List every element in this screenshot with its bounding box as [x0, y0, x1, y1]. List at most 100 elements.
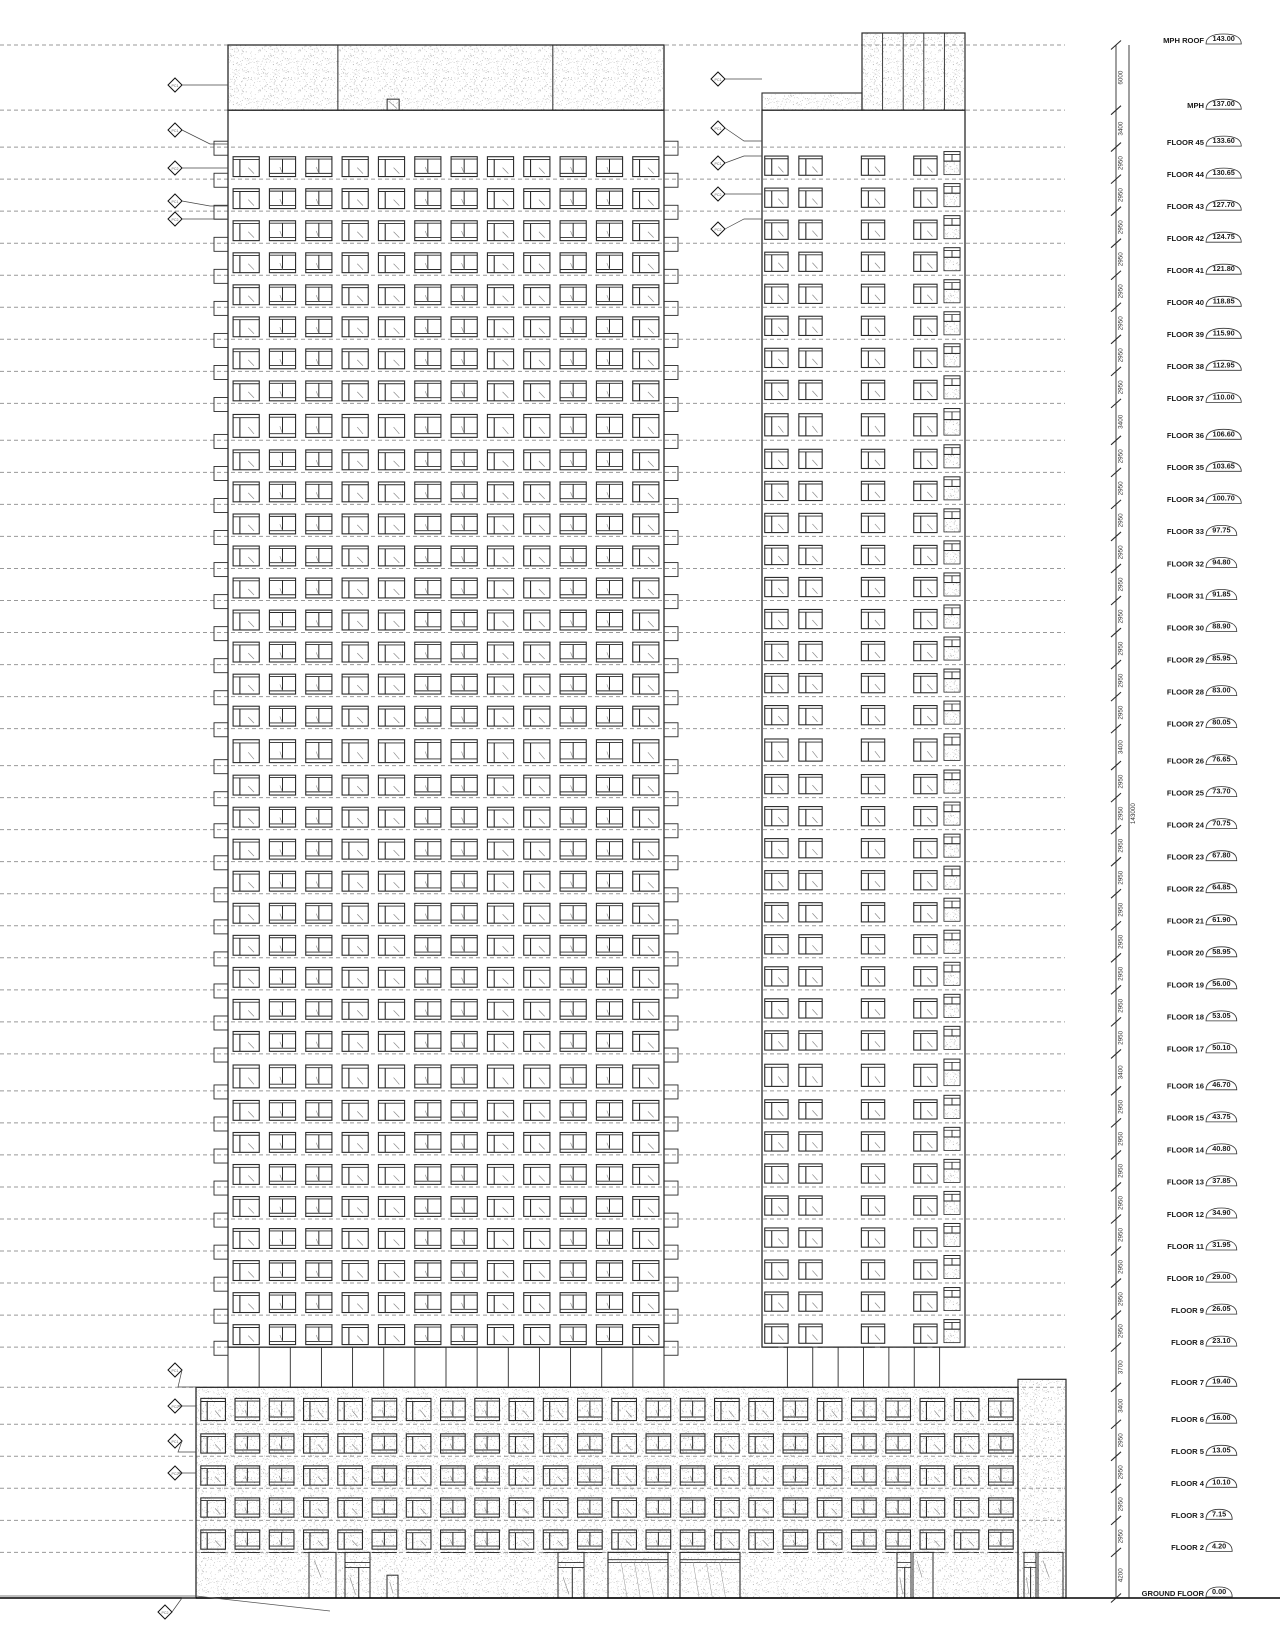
svg-text:FLOOR 11: FLOOR 11 [1167, 1242, 1204, 1251]
svg-text:127.70: 127.70 [1213, 200, 1235, 209]
svg-text:FLOOR 4: FLOOR 4 [1171, 1479, 1205, 1488]
svg-text:FLOOR 12: FLOOR 12 [1167, 1210, 1204, 1219]
svg-text:70.75: 70.75 [1212, 819, 1230, 828]
svg-text:FLOOR 31: FLOOR 31 [1167, 591, 1205, 600]
svg-text:MPH ROOF: MPH ROOF [1163, 36, 1204, 45]
svg-text:112.95: 112.95 [1213, 360, 1235, 369]
svg-text:40.80: 40.80 [1212, 1144, 1230, 1153]
svg-text:46.70: 46.70 [1212, 1080, 1230, 1089]
svg-text:2950: 2950 [1118, 348, 1125, 363]
svg-text:34.90: 34.90 [1212, 1208, 1230, 1217]
svg-text:PC1: PC1 [172, 1440, 179, 1444]
svg-text:97.75: 97.75 [1212, 525, 1230, 534]
svg-text:PC1: PC1 [172, 1369, 179, 1373]
svg-text:2950: 2950 [1118, 1196, 1125, 1211]
svg-text:PC1: PC1 [715, 127, 722, 131]
svg-text:FLOOR 38: FLOOR 38 [1167, 362, 1204, 371]
svg-text:124.75: 124.75 [1213, 232, 1235, 241]
svg-text:2950: 2950 [1118, 1260, 1125, 1275]
svg-text:130.65: 130.65 [1213, 168, 1235, 177]
svg-text:73.70: 73.70 [1212, 787, 1230, 796]
svg-text:2950: 2950 [1118, 966, 1125, 981]
svg-text:2950: 2950 [1118, 870, 1125, 885]
svg-text:PC1: PC1 [172, 129, 179, 133]
svg-text:2950: 2950 [1118, 673, 1125, 688]
svg-text:106.60: 106.60 [1213, 429, 1235, 438]
svg-text:61.90: 61.90 [1212, 915, 1230, 924]
svg-text:FLOOR 29: FLOOR 29 [1167, 655, 1204, 664]
svg-text:2950: 2950 [1118, 1131, 1125, 1146]
svg-text:2950: 2950 [1118, 1099, 1125, 1114]
svg-text:3400: 3400 [1118, 1398, 1125, 1413]
svg-text:3400: 3400 [1118, 121, 1125, 136]
svg-text:2950: 2950 [1118, 1497, 1125, 1512]
svg-text:50.10: 50.10 [1212, 1043, 1230, 1052]
svg-text:FLOOR 41: FLOOR 41 [1167, 266, 1205, 275]
svg-text:88.90: 88.90 [1212, 622, 1230, 631]
svg-text:16.00: 16.00 [1212, 1413, 1230, 1422]
svg-text:2950: 2950 [1118, 188, 1125, 203]
svg-text:67.80: 67.80 [1212, 851, 1230, 860]
svg-text:53.05: 53.05 [1212, 1011, 1230, 1020]
svg-text:2950: 2950 [1118, 1292, 1125, 1307]
svg-text:2950: 2950 [1118, 1465, 1125, 1480]
svg-text:26.05: 26.05 [1212, 1304, 1230, 1313]
svg-text:FLOOR 28: FLOOR 28 [1167, 687, 1204, 696]
svg-text:58.95: 58.95 [1212, 947, 1230, 956]
svg-text:2950: 2950 [1118, 513, 1125, 528]
svg-text:2950: 2950 [1118, 284, 1125, 299]
svg-text:MPH: MPH [1187, 101, 1204, 110]
svg-text:37.85: 37.85 [1212, 1176, 1230, 1185]
svg-text:2950: 2950 [1118, 806, 1125, 821]
svg-text:FLOOR 32: FLOOR 32 [1167, 559, 1204, 568]
svg-text:43.75: 43.75 [1212, 1112, 1230, 1121]
svg-text:PC1: PC1 [172, 84, 179, 88]
svg-text:10.10: 10.10 [1212, 1477, 1230, 1486]
svg-text:FLOOR 40: FLOOR 40 [1167, 298, 1204, 307]
svg-text:FLOOR 14: FLOOR 14 [1167, 1146, 1205, 1155]
svg-text:FLOOR 44: FLOOR 44 [1167, 170, 1205, 179]
svg-text:6000: 6000 [1118, 70, 1125, 85]
svg-text:4200: 4200 [1118, 1568, 1125, 1583]
svg-text:FLOOR 27: FLOOR 27 [1167, 719, 1204, 728]
svg-text:143000: 143000 [1130, 803, 1137, 825]
svg-text:2950: 2950 [1118, 902, 1125, 917]
svg-text:80.05: 80.05 [1212, 718, 1230, 727]
svg-text:2950: 2950 [1118, 156, 1125, 171]
svg-text:FLOOR 19: FLOOR 19 [1167, 981, 1204, 990]
svg-text:GROUND FLOOR: GROUND FLOOR [1142, 1589, 1205, 1598]
svg-text:110.00: 110.00 [1213, 392, 1235, 401]
svg-text:2950: 2950 [1118, 577, 1125, 592]
svg-text:2950: 2950 [1118, 705, 1125, 720]
svg-text:FLOOR 6: FLOOR 6 [1171, 1415, 1204, 1424]
svg-text:FLOOR 9: FLOOR 9 [1171, 1306, 1204, 1315]
svg-text:83.00: 83.00 [1212, 686, 1230, 695]
svg-text:FLOOR 22: FLOOR 22 [1167, 885, 1204, 894]
svg-text:133.60: 133.60 [1213, 136, 1235, 145]
svg-text:3400: 3400 [1118, 414, 1125, 429]
svg-text:PC2: PC2 [715, 228, 722, 232]
svg-text:FLOOR 23: FLOOR 23 [1167, 853, 1204, 862]
svg-text:FLOOR 43: FLOOR 43 [1167, 202, 1204, 211]
svg-text:2950: 2950 [1118, 1030, 1125, 1045]
svg-text:85.95: 85.95 [1212, 654, 1230, 663]
svg-text:PC1: PC1 [172, 200, 179, 204]
svg-text:3400: 3400 [1118, 740, 1125, 755]
svg-text:13.05: 13.05 [1212, 1445, 1230, 1454]
svg-text:2950: 2950 [1118, 934, 1125, 949]
svg-text:FLOOR 37: FLOOR 37 [1167, 394, 1204, 403]
svg-text:2950: 2950 [1118, 1228, 1125, 1243]
svg-text:FLOOR 24: FLOOR 24 [1167, 820, 1205, 829]
svg-text:3400: 3400 [1118, 1065, 1125, 1080]
svg-text:FLOOR 42: FLOOR 42 [1167, 234, 1204, 243]
svg-text:FLOOR 16: FLOOR 16 [1167, 1082, 1204, 1091]
svg-text:FLOOR 26: FLOOR 26 [1167, 756, 1204, 765]
svg-text:FLOOR 45: FLOOR 45 [1167, 138, 1205, 147]
svg-text:FLOOR 5: FLOOR 5 [1171, 1447, 1205, 1456]
svg-text:4.20: 4.20 [1212, 1541, 1226, 1550]
svg-text:2950: 2950 [1118, 545, 1125, 560]
svg-text:2950: 2950 [1118, 1324, 1125, 1339]
svg-text:FLOOR 34: FLOOR 34 [1167, 495, 1205, 504]
svg-text:64.85: 64.85 [1212, 883, 1230, 892]
svg-text:PC1: PC1 [715, 78, 722, 82]
